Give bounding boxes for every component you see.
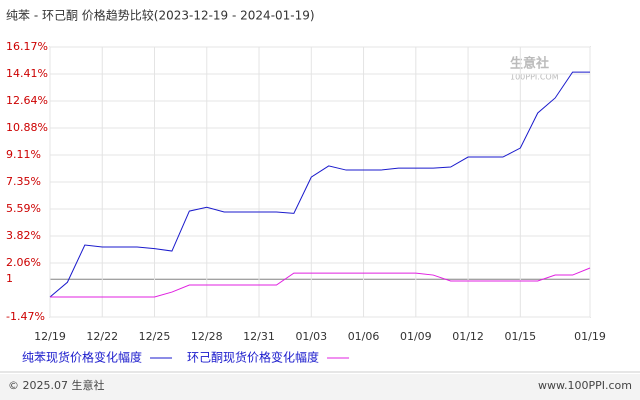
x-tick-label: 01/09 [400, 330, 432, 343]
y-tick-label: 14.41% [6, 67, 48, 80]
y-tick-label: 7.35% [6, 175, 41, 188]
y-tick-label: 9.11% [6, 148, 41, 161]
watermark: 100PPI.COM [510, 73, 559, 82]
x-tick-label: 12/28 [191, 330, 223, 343]
y-tick-label: 5.59% [6, 202, 41, 215]
y-tick-label: 12.64% [6, 94, 48, 107]
y-tick-label: 3.82% [6, 229, 41, 242]
y-tick-label: -1.47% [6, 310, 45, 323]
chart-title: 纯苯 - 环己酮 价格趋势比较(2023-12-19 - 2024-01-19) [6, 8, 315, 23]
x-tick-label: 01/06 [348, 330, 380, 343]
y-tick-label: 2.06% [6, 256, 41, 269]
y-tick-label: 1 [6, 272, 13, 285]
x-tick-label: 01/19 [574, 330, 606, 343]
x-tick-label: 01/15 [504, 330, 536, 343]
y-tick-label: 16.17% [6, 40, 48, 53]
watermark: 生意社 [510, 56, 549, 72]
series-line [49, 71, 590, 298]
x-tick-label: 12/19 [34, 330, 66, 343]
x-tick-label: 01/03 [295, 330, 327, 343]
legend-label: 环己酮现货价格变化幅度 [187, 350, 319, 365]
x-tick-label: 12/22 [86, 330, 118, 343]
y-tick-label: 10.88% [6, 121, 48, 134]
x-tick-label: 12/25 [139, 330, 171, 343]
x-tick-label: 12/31 [243, 330, 275, 343]
legend-label: 纯苯现货价格变化幅度 [22, 350, 142, 365]
footer-left: © 2025.07 生意社 [8, 378, 104, 392]
footer [0, 374, 640, 400]
footer-right: www.100PPI.com [538, 379, 632, 392]
series-line [50, 267, 591, 298]
x-tick-label: 01/12 [452, 330, 484, 343]
